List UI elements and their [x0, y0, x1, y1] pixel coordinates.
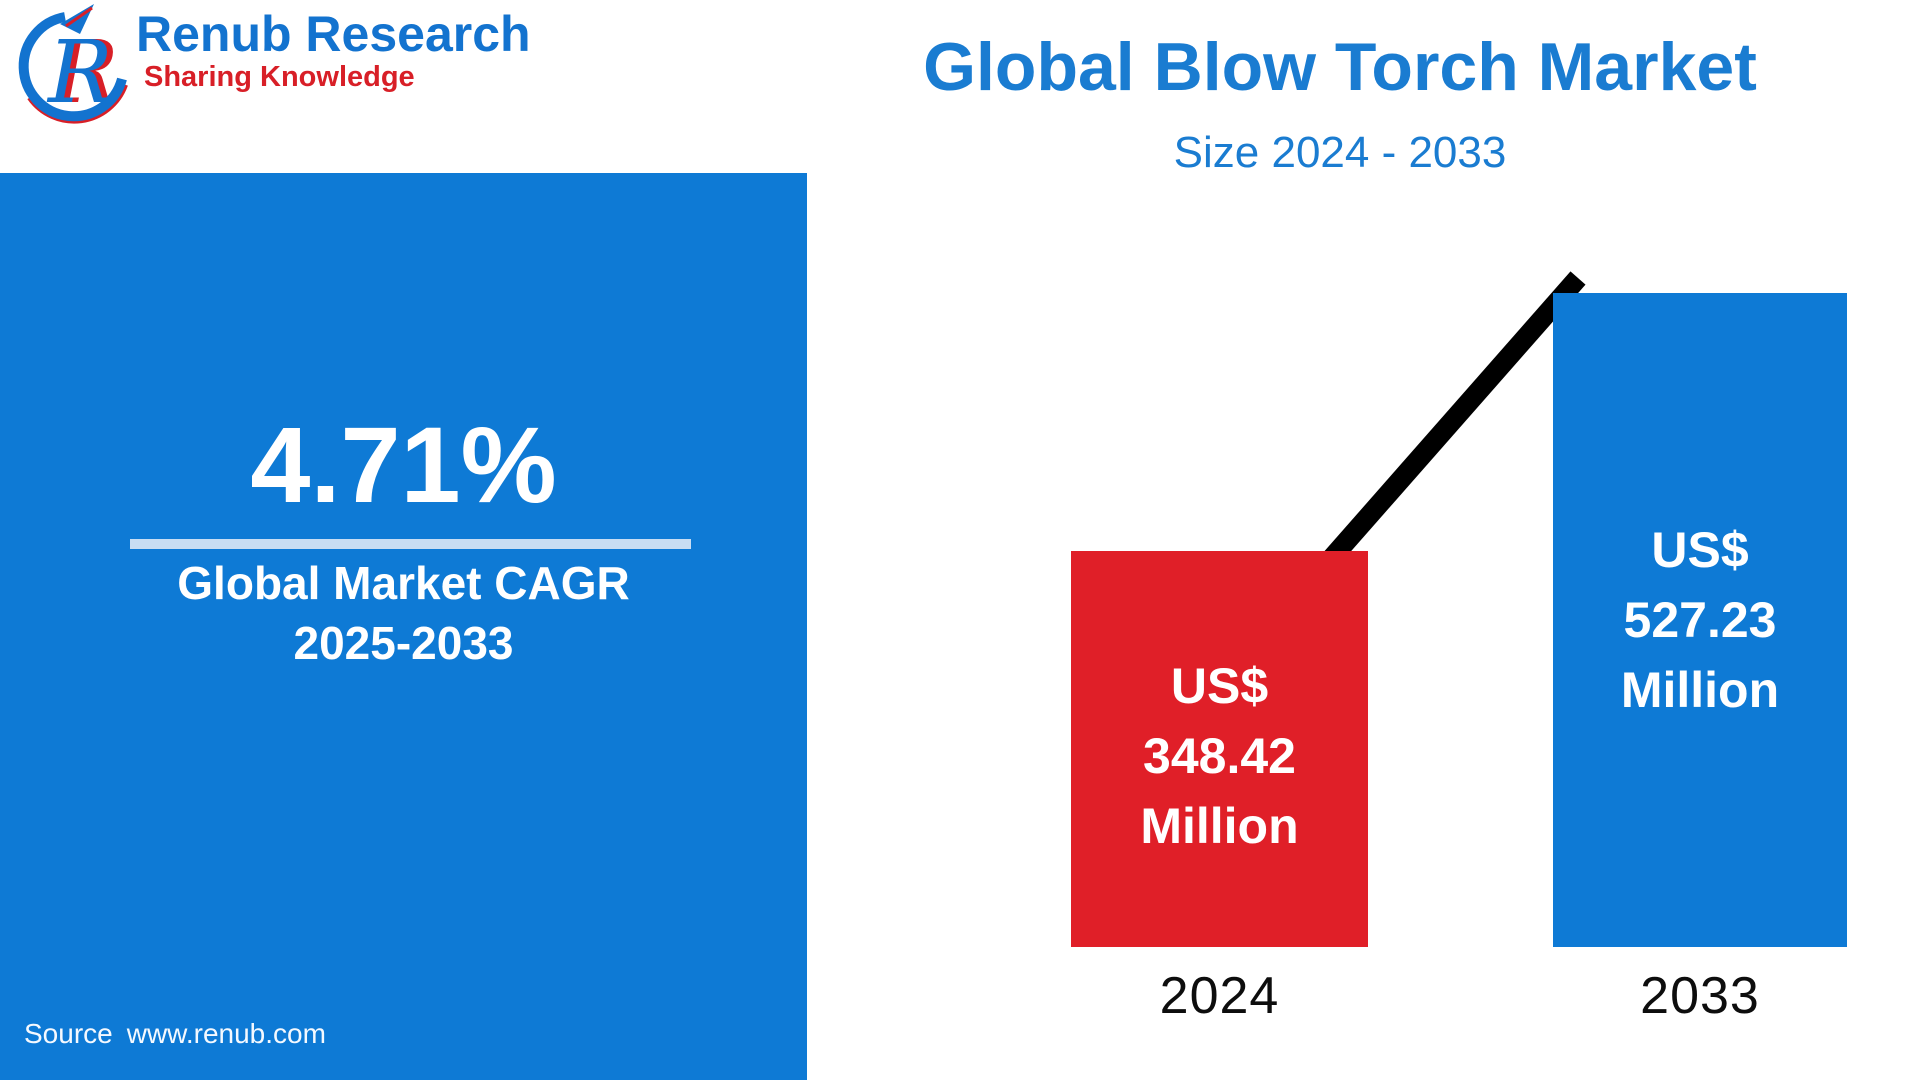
bar-2024: US$ 348.42 Million	[1071, 551, 1368, 947]
page-title: Global Blow Torch Market	[923, 29, 1757, 105]
source-url: www.renub.com	[126, 1018, 326, 1049]
bar-2033-label-currency: US$	[1651, 522, 1749, 578]
bar-2033-label-value: 527.23	[1623, 592, 1777, 648]
bar-2024-label-value: 348.42	[1143, 728, 1296, 784]
year-label-2033: 2033	[1640, 967, 1760, 1025]
cagr-value: 4.71%	[250, 404, 557, 525]
cagr-divider	[130, 539, 691, 549]
brand-header: R R Renub Research Sharing Knowledge	[8, 2, 568, 132]
bar-2024-label-currency: US$	[1170, 658, 1269, 714]
cagr-label-line1: Global Market CAGR	[177, 557, 630, 609]
bar-2033-label-unit: Million	[1620, 662, 1780, 718]
source-label: Source	[24, 1018, 113, 1049]
bar-2024-label-unit: Million	[1140, 798, 1299, 854]
renub-logo-icon: R R	[18, 4, 128, 124]
brand-text-block: Renub Research Sharing Knowledge	[136, 8, 531, 92]
brand-tagline: Sharing Knowledge	[144, 60, 415, 93]
cagr-label-line2: 2025-2033	[293, 617, 514, 669]
bar-2033: US$ 527.23 Million	[1553, 293, 1847, 947]
year-label-2024: 2024	[1159, 967, 1280, 1025]
cagr-panel: 4.71% Global Market CAGR 2025-2033 Sourc…	[0, 173, 807, 1080]
brand-name: Renub Research	[136, 6, 531, 62]
cagr-label: Global Market CAGR 2025-2033	[0, 553, 807, 673]
title-zone: Global Blow Torch Market Size 2024 - 203…	[760, 0, 1920, 177]
source-line: Source www.renub.com	[24, 1018, 326, 1050]
page-subtitle: Size 2024 - 2033	[1173, 127, 1507, 177]
